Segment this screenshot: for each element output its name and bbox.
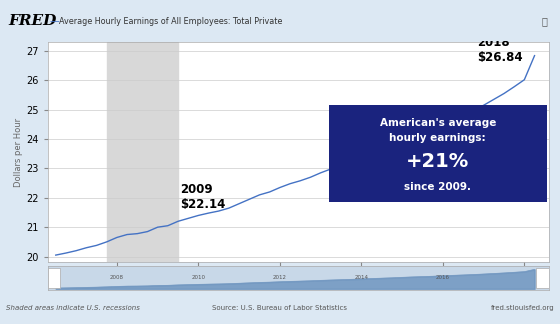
Text: ⛶: ⛶: [542, 16, 548, 26]
Text: American's average: American's average: [380, 119, 496, 129]
Text: Average Hourly Earnings of All Employees: Total Private: Average Hourly Earnings of All Employees…: [59, 17, 282, 26]
Text: Shaded areas indicate U.S. recessions: Shaded areas indicate U.S. recessions: [6, 305, 139, 311]
Text: 2009
$22.14: 2009 $22.14: [180, 183, 226, 211]
Text: Source: U.S. Bureau of Labor Statistics: Source: U.S. Bureau of Labor Statistics: [212, 305, 348, 311]
Text: FRED: FRED: [8, 14, 57, 28]
Text: 2016: 2016: [436, 275, 450, 280]
Text: 2012: 2012: [273, 275, 287, 280]
Y-axis label: Dollars per Hour: Dollars per Hour: [15, 118, 24, 187]
Text: +21%: +21%: [406, 152, 469, 171]
Text: since 2009.: since 2009.: [404, 182, 472, 192]
FancyBboxPatch shape: [329, 105, 547, 202]
Text: 2010: 2010: [192, 275, 206, 280]
Text: 2008: 2008: [110, 275, 124, 280]
Text: hourly earnings:: hourly earnings:: [389, 133, 486, 143]
FancyBboxPatch shape: [536, 268, 549, 288]
Text: 2018
$26.84: 2018 $26.84: [478, 36, 523, 64]
Text: fred.stlouisfed.org: fred.stlouisfed.org: [491, 305, 554, 311]
Bar: [107, 42, 178, 262]
FancyBboxPatch shape: [48, 268, 60, 288]
Text: 2014: 2014: [354, 275, 368, 280]
Text: —: —: [49, 16, 59, 26]
